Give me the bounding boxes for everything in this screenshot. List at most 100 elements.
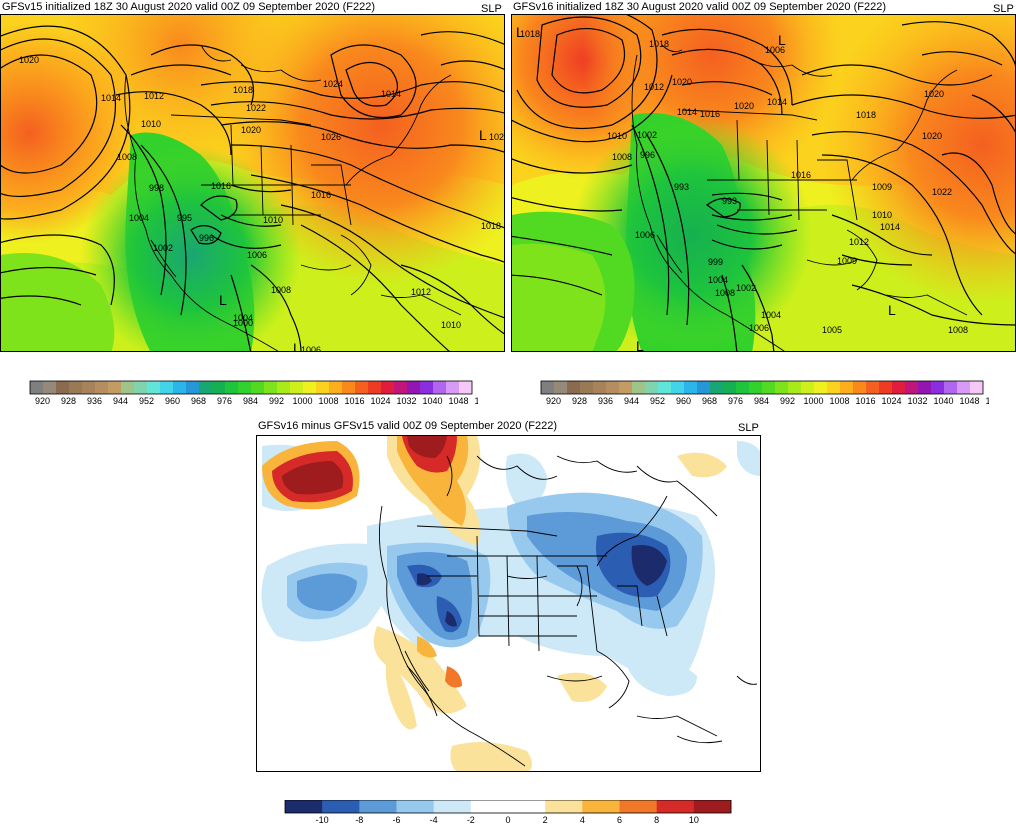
colorbar-swatch	[918, 381, 932, 394]
colorbar-canvas: -10 -8 -6 -4 -2 0 2 4 6 8 10	[284, 799, 732, 825]
colorbar-swatch	[775, 381, 789, 394]
map-canvas	[257, 436, 760, 771]
colorbar-swatch	[632, 381, 646, 394]
colorbar-swatch	[342, 381, 356, 394]
colorbar-tick-label: 992	[780, 396, 795, 406]
contour-label: 1008	[948, 325, 968, 335]
contour-label: 998	[149, 183, 164, 193]
colorbar-swatch	[56, 381, 70, 394]
colorbar-swatch	[186, 381, 200, 394]
contour-label: 1026	[321, 132, 341, 142]
colorbar-tick-label: 1024	[370, 396, 390, 406]
colorbar-swatch	[82, 381, 96, 394]
low-marker: L	[293, 340, 301, 352]
colorbar-swatch	[396, 800, 434, 813]
colorbar-tick-label: 952	[650, 396, 665, 406]
colorbar-tick-label: -8	[355, 815, 363, 824]
contour-label: 1020	[241, 125, 261, 135]
contour-label: 1018	[649, 39, 669, 49]
contour-label: 1004	[129, 213, 149, 223]
colorbar-swatch	[368, 381, 382, 394]
colorbar-swatch	[290, 381, 304, 394]
colorbar-tick-label: 2	[543, 815, 548, 824]
colorbar-tick-label: 1000	[803, 396, 823, 406]
colorbar-swatch	[684, 381, 698, 394]
colorbar-tick-label: 10	[689, 815, 699, 824]
contour-label: 1002	[637, 130, 657, 140]
colorbar-swatch	[671, 381, 685, 394]
colorbar-swatch	[147, 381, 161, 394]
colorbar-tick-label: 944	[624, 396, 639, 406]
colorbar-swatch	[303, 381, 317, 394]
colorbar-tick-label: -6	[392, 815, 400, 824]
colorbar-swatch	[433, 381, 447, 394]
contour-label: 1006	[765, 45, 785, 55]
colorbar-tick-label: 1056	[474, 396, 478, 406]
colorbar-tick-label: 976	[728, 396, 743, 406]
slp-difference-map	[256, 435, 761, 772]
contour-label: 1006	[301, 345, 321, 352]
contour-label: 993	[722, 196, 737, 206]
colorbar-swatch	[212, 381, 226, 394]
contour-label: 1006	[749, 323, 769, 333]
contour-label: 1012	[411, 287, 431, 297]
colorbar-tick-label: 1048	[959, 396, 979, 406]
colorbar-swatch	[693, 800, 732, 813]
colorbar-swatch	[658, 381, 672, 394]
colorbar-swatch	[30, 381, 44, 394]
contour-label: 1012	[644, 82, 664, 92]
colorbar-swatch	[879, 381, 893, 394]
colorbar-swatch	[329, 381, 343, 394]
panel-title: GFSv16 minus GFSv15 valid 00Z 09 Septemb…	[258, 420, 557, 432]
contour-label: 1016	[791, 170, 811, 180]
colorbar-swatch	[582, 800, 620, 813]
low-marker: L	[479, 127, 487, 143]
contour-label: 1004	[233, 313, 253, 323]
slp-map: L L L 1020 1014 1012 1010 1008 998 1004 995 996 1…	[0, 14, 505, 352]
colorbar-frame	[284, 799, 732, 814]
colorbar-tick-label: 4	[580, 815, 585, 824]
colorbar-swatch	[580, 381, 594, 394]
colorbar-swatch	[394, 381, 408, 394]
contour-label: 1014	[767, 97, 787, 107]
colorbar-swatch	[619, 800, 657, 813]
colorbar-swatch	[931, 381, 945, 394]
contour-label: 1024	[323, 79, 343, 89]
colorbar-swatch	[892, 381, 906, 394]
low-marker: L	[888, 302, 896, 318]
contour-label: 995	[177, 213, 192, 223]
colorbar-swatch	[433, 800, 472, 813]
colorbar-frame	[29, 380, 473, 395]
map-canvas: L L L 1020 1014 1012 1010 1008 998 1004 995 996 1…	[1, 15, 504, 352]
panel-gfsv15: GFSv15 initialized 18Z 30 August 2020 va…	[0, 0, 505, 352]
low-marker: L	[219, 292, 227, 308]
colorbar-swatch	[710, 381, 724, 394]
colorbar-swatch	[381, 381, 395, 394]
colorbar-tick-label: 1056	[985, 396, 989, 406]
colorbar-swatch	[944, 381, 958, 394]
contour-label: 1010	[607, 131, 627, 141]
low-marker: L	[778, 32, 786, 48]
contour-label: 1009	[872, 182, 892, 192]
colorbar-tick-label: 992	[269, 396, 284, 406]
colorbar-tick-label: -4	[430, 815, 438, 824]
slp-colorbar-left: 920 928 936 944 952 960 968 976 984 992 1000 1008 10…	[28, 380, 495, 410]
colorbar-swatch	[43, 381, 57, 394]
colorbar-swatch	[407, 381, 421, 394]
colorbar-tick-label: 1024	[881, 396, 901, 406]
colorbar-tick-label: -10	[316, 815, 329, 824]
contour-label: 1005	[822, 325, 842, 335]
colorbar-tick-label: 968	[191, 396, 206, 406]
contour-label: 999	[708, 257, 723, 267]
contour-label: 1002	[153, 243, 173, 253]
variable-label: SLP	[481, 3, 502, 15]
contour-label: 1008	[612, 152, 632, 162]
contour-label: 1014	[677, 107, 697, 117]
colorbar-swatch	[173, 381, 187, 394]
colorbar-swatch	[238, 381, 252, 394]
contour-label: 1012	[849, 237, 869, 247]
colorbar-swatch	[225, 381, 239, 394]
contour-label: 1020	[734, 101, 754, 111]
colorbar-swatch	[69, 381, 83, 394]
